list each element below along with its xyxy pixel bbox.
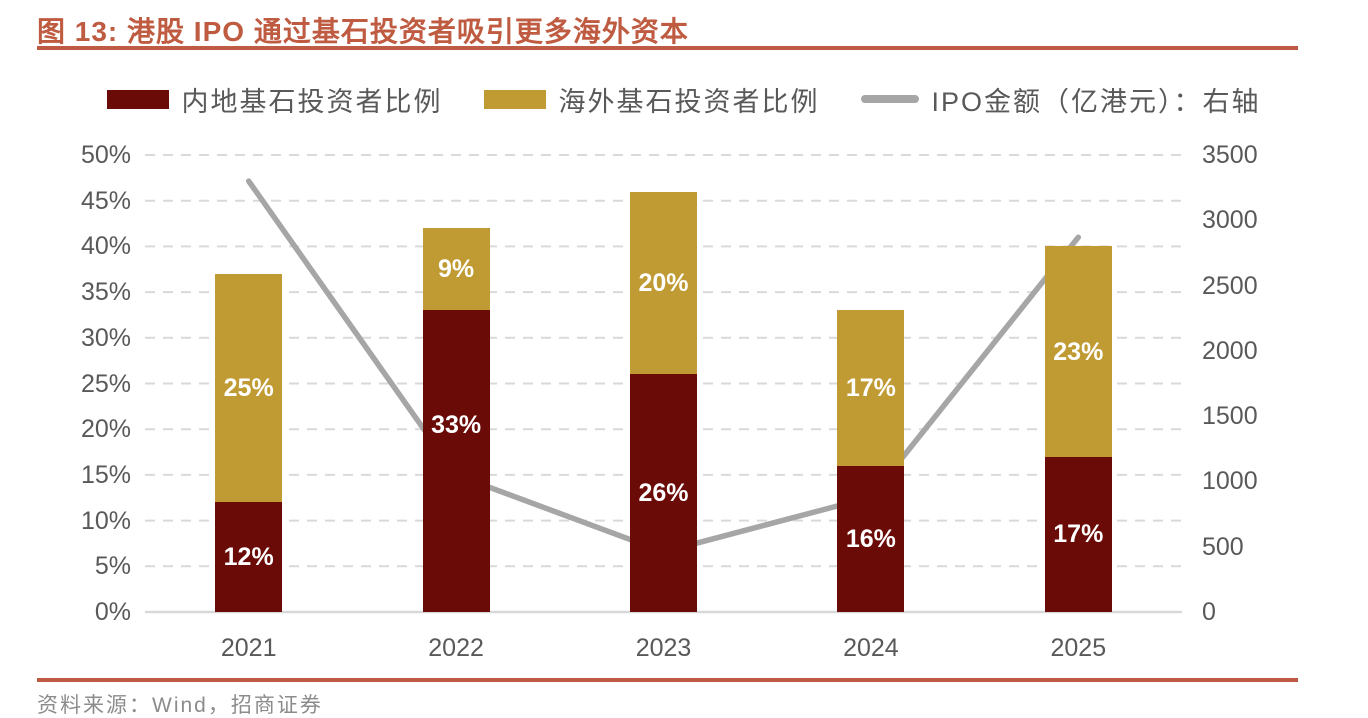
x-axis-label-2025: 2025 [1050, 634, 1107, 662]
left-axis-tick: 0% [94, 598, 131, 626]
bar-segment-overseas-2022 [422, 228, 490, 311]
bar-segment-mainland-2025 [1044, 456, 1112, 612]
x-axis-label-2024: 2024 [843, 634, 899, 662]
legend-label-mainland-cornerstone: 内地基石投资者比例 [181, 86, 443, 117]
bar-value-label: 23% [1053, 337, 1104, 366]
left-axis-tick: 30% [80, 323, 131, 352]
bar-value-label: 33% [431, 411, 482, 440]
x-axis-label-2022: 2022 [428, 634, 484, 662]
bar-value-label: 9% [438, 255, 475, 284]
footer-rule [37, 678, 1298, 682]
bar-segment-overseas-2023 [630, 191, 697, 375]
bar-value-label: 25% [223, 374, 274, 403]
x-axis-label-2021: 2021 [220, 634, 277, 662]
right-axis-tick: 3000 [1202, 206, 1258, 235]
legend-label-overseas-cornerstone: 海外基石投资者比例 [558, 86, 820, 117]
source-note: 资料来源：Wind，招商证券 [37, 694, 323, 717]
legend-swatch-overseas-cornerstone [484, 89, 547, 109]
bar-value-label: 26% [638, 479, 689, 508]
bar-value-label: 17% [845, 374, 896, 403]
x-axis-label-2023: 2023 [635, 634, 692, 662]
left-axis-tick: 5% [94, 552, 131, 581]
right-axis-tick: 500 [1202, 532, 1244, 561]
right-axis-tick: 1500 [1202, 402, 1258, 431]
legend-swatch-mainland-cornerstone [107, 89, 170, 109]
right-axis-tick: 1000 [1202, 467, 1258, 496]
left-axis-tick: 45% [80, 186, 131, 215]
bar-value-label: 12% [223, 543, 274, 572]
left-axis-tick: 20% [80, 415, 131, 444]
left-axis-tick: 35% [80, 278, 131, 307]
bar-value-label: 16% [845, 524, 896, 553]
bar-segment-overseas-2025 [1044, 246, 1112, 457]
legend-swatch-ipo-amount-line [861, 95, 920, 103]
bar-segment-overseas-2024 [837, 310, 905, 466]
bar-segment-mainland-2021 [215, 502, 283, 612]
right-axis-tick: 2500 [1202, 271, 1258, 300]
figure-title: 图 13: 港股 IPO 通过基石投资者吸引更多海外资本 [37, 16, 689, 47]
bar-segment-overseas-2021 [215, 273, 283, 503]
right-axis-tick: 0 [1202, 598, 1216, 626]
left-axis-tick: 50% [80, 141, 131, 169]
legend-label-ipo-amount-line: IPO金额（亿港元）：右轴 [931, 86, 1261, 117]
left-axis-tick: 40% [80, 232, 131, 261]
left-axis-tick: 25% [80, 369, 131, 398]
bar-segment-mainland-2023 [630, 374, 697, 612]
left-axis-tick: 10% [80, 506, 131, 535]
right-axis-tick: 2000 [1202, 336, 1258, 365]
bar-value-label: 17% [1053, 520, 1104, 549]
chart-legend: 内地基石投资者比例 海外基石投资者比例 IPO金额（亿港元）：右轴 [0, 84, 1368, 117]
title-underline [37, 46, 1298, 50]
right-axis-tick: 3500 [1202, 141, 1258, 169]
bar-value-label: 20% [638, 268, 689, 297]
left-axis-tick: 15% [80, 460, 131, 489]
bar-segment-mainland-2024 [837, 465, 905, 612]
bar-segment-mainland-2022 [422, 310, 490, 612]
